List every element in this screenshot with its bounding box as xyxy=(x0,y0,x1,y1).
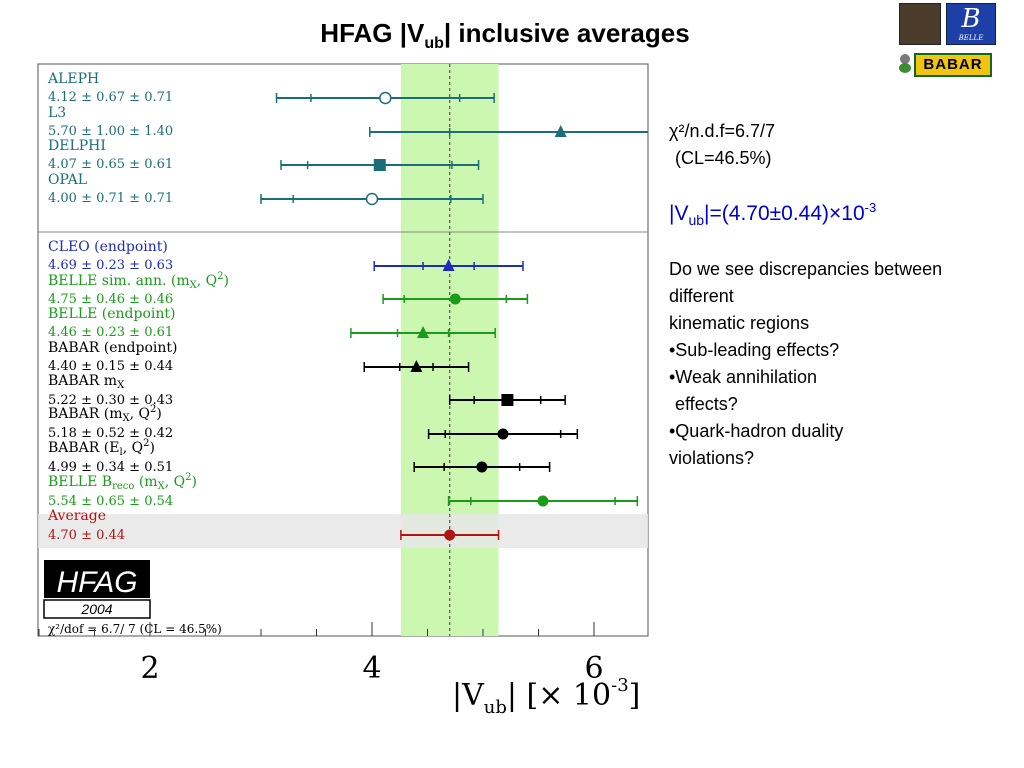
x-axis-label: |Vub| [× 10-3] xyxy=(452,675,640,718)
data-point xyxy=(449,293,461,305)
hfag-chi-line: χ²/dof = 6.7/ 7 (CL = 46.5%) xyxy=(48,622,222,636)
belle-logo: B BELLE xyxy=(946,3,996,45)
series-value: 5.54 ± 0.65 ± 0.54 xyxy=(48,494,173,509)
chart-marks xyxy=(260,91,648,541)
data-point xyxy=(410,360,423,372)
cl-line: (CL=46.5%) xyxy=(675,148,772,168)
data-point xyxy=(365,192,379,206)
series-value: 5.18 ± 0.52 ± 0.42 xyxy=(48,426,173,441)
hfag-year-box xyxy=(43,599,151,619)
data-point xyxy=(417,326,430,338)
series-value: 5.22 ± 0.30 ± 0.43 xyxy=(48,393,173,408)
series-label: ALEPH xyxy=(47,71,99,87)
side-line: different xyxy=(669,286,734,307)
series-value: 4.12 ± 0.67 ± 0.71 xyxy=(48,90,173,105)
kek-logo xyxy=(899,3,941,45)
side-line: Do we see discrepancies between xyxy=(669,259,943,280)
data-point xyxy=(373,159,386,171)
vub-sub: ub xyxy=(688,212,705,229)
series-value: 4.40 ± 0.15 ± 0.44 xyxy=(48,359,173,374)
series-label: BABAR (mX, Q2) xyxy=(48,404,162,424)
series-value: 4.99 ± 0.34 ± 0.51 xyxy=(48,460,173,475)
question-block: Do we see discrepancies between differen… xyxy=(669,256,1019,472)
series-value: 4.00 ± 0.71 ± 0.71 xyxy=(48,191,173,206)
belle-logo-letter: B xyxy=(961,4,981,34)
series-value: 5.70 ± 1.00 ± 1.40 xyxy=(48,124,173,139)
data-point xyxy=(537,495,549,507)
data-point xyxy=(497,428,509,440)
data-point xyxy=(476,461,488,473)
series-label: OPAL xyxy=(48,172,87,188)
hfag-year: 2004 xyxy=(80,601,112,617)
side-line: •Quark-hadron duality xyxy=(669,421,844,442)
title-subscript: ub xyxy=(424,35,444,53)
series-value: 4.70 ± 0.44 xyxy=(48,528,125,543)
side-line: •Weak annihilation xyxy=(669,367,818,388)
side-line: kinematic regions xyxy=(669,313,810,334)
data-point xyxy=(379,91,392,105)
data-point xyxy=(442,259,455,271)
chart-background xyxy=(37,63,649,637)
series-label: L3 xyxy=(48,105,66,121)
tick-label: 6 xyxy=(584,651,603,686)
tick-label: 4 xyxy=(362,651,381,686)
belle-logo-text: BELLE xyxy=(958,34,984,42)
side-line: •Sub-leading effects? xyxy=(669,340,840,361)
chi-text: ²/n.d.f=6.7/7 xyxy=(678,121,776,141)
babar-mascot-icon xyxy=(899,54,911,73)
vub-pre: |V xyxy=(669,202,689,225)
hfag-logo-text: HFAG xyxy=(56,566,137,599)
page-title: HFAG |Vub| inclusive averages xyxy=(0,18,1010,53)
side-line: effects? xyxy=(675,394,738,415)
series-label: BABAR (El, Q2) xyxy=(48,438,155,458)
series-label: BABAR (endpoint) xyxy=(48,340,178,356)
series-value: 4.75 ± 0.46 ± 0.46 xyxy=(48,292,173,307)
vub-value: |=(4.70±0.44)×10 xyxy=(704,202,865,225)
side-line: violations? xyxy=(669,448,755,469)
side-notes: χ²/n.d.f=6.7/7 (CL=46.5%) |Vub|=(4.70±0.… xyxy=(669,118,1019,472)
babar-logo: BABAR xyxy=(914,53,992,77)
series-value: 4.07 ± 0.65 ± 0.61 xyxy=(48,157,173,172)
data-point xyxy=(444,529,456,541)
data-point xyxy=(554,125,567,137)
series-label: BABAR mX xyxy=(48,373,125,391)
tick-label: 2 xyxy=(140,651,159,686)
series-label: Average xyxy=(47,508,106,524)
title-main: HFAG |V xyxy=(320,18,425,48)
hfag-logo-box xyxy=(44,560,150,598)
title-rest: | inclusive averages xyxy=(443,18,690,48)
chi2-line: χ²/n.d.f=6.7/7 xyxy=(669,118,1019,145)
series-value: 4.46 ± 0.23 ± 0.61 xyxy=(48,325,173,340)
series-label: BELLE sim. ann. (mX, Q2) xyxy=(48,271,229,291)
series-value: 4.69 ± 0.23 ± 0.63 xyxy=(48,258,173,273)
chi-symbol: χ xyxy=(669,121,679,141)
vub-result: |Vub|=(4.70±0.44)×10-3 xyxy=(669,194,1019,234)
plot-frame xyxy=(37,63,649,637)
data-point xyxy=(501,394,514,406)
series-label: DELPHI xyxy=(48,138,106,154)
series-label: BELLE Breco (mX, Q2) xyxy=(48,472,197,492)
average-row-band xyxy=(38,514,648,548)
chart-axis: 2 4 6|Vub| [× 10-3] xyxy=(38,622,640,718)
vub-exponent: -3 xyxy=(864,200,877,215)
series-label: BELLE (endpoint) xyxy=(48,306,175,322)
series-label: CLEO (endpoint) xyxy=(48,239,168,255)
